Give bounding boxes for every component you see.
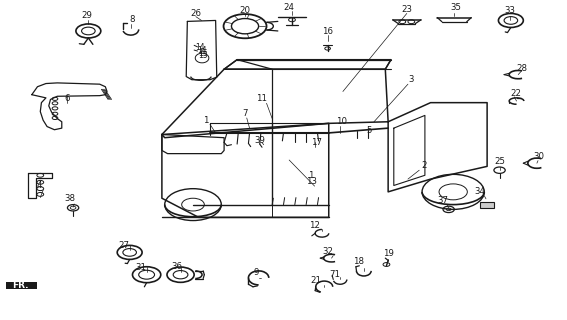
Text: FR.: FR. (12, 281, 28, 290)
Text: 5: 5 (367, 126, 372, 135)
Text: 2: 2 (421, 161, 426, 170)
Text: 38: 38 (64, 194, 75, 204)
Text: 12: 12 (309, 221, 320, 230)
Text: 25: 25 (494, 157, 505, 166)
Text: 32: 32 (322, 247, 333, 256)
Text: 34: 34 (475, 187, 486, 196)
Text: 13: 13 (306, 177, 318, 186)
Text: 30: 30 (534, 152, 545, 161)
Text: 21: 21 (311, 276, 322, 285)
Text: 15: 15 (198, 49, 208, 58)
Text: 3: 3 (408, 75, 413, 84)
Text: 15: 15 (198, 51, 208, 60)
Text: 6: 6 (65, 94, 70, 103)
Text: 11: 11 (256, 94, 268, 103)
Text: 20: 20 (239, 6, 251, 15)
Text: 8: 8 (129, 15, 135, 24)
Text: 35: 35 (451, 3, 462, 12)
Text: 14: 14 (195, 43, 205, 52)
Text: 7: 7 (242, 109, 248, 118)
Bar (6, 282, 37, 289)
Text: 1: 1 (202, 116, 208, 125)
Text: 1: 1 (308, 171, 314, 180)
Text: 24: 24 (284, 3, 295, 12)
Bar (480, 202, 494, 208)
Text: 39: 39 (255, 136, 265, 145)
Text: 33: 33 (504, 6, 515, 15)
Text: 23: 23 (401, 5, 412, 14)
Text: 36: 36 (172, 262, 183, 271)
Text: 31: 31 (136, 263, 146, 272)
Text: 27: 27 (119, 241, 129, 250)
Text: 37: 37 (438, 196, 448, 205)
Text: 26: 26 (191, 9, 201, 18)
Text: 22: 22 (510, 89, 521, 98)
Text: 29: 29 (82, 11, 92, 20)
Text: 14: 14 (197, 45, 207, 55)
Text: 71: 71 (329, 269, 340, 279)
Text: 4: 4 (36, 181, 42, 190)
Text: 10: 10 (336, 116, 346, 126)
Text: 18: 18 (353, 258, 363, 267)
Text: 19: 19 (383, 250, 393, 259)
Text: 28: 28 (517, 64, 528, 73)
Text: 9: 9 (253, 268, 259, 277)
Text: 16: 16 (322, 28, 333, 36)
Text: 17: 17 (311, 138, 322, 147)
